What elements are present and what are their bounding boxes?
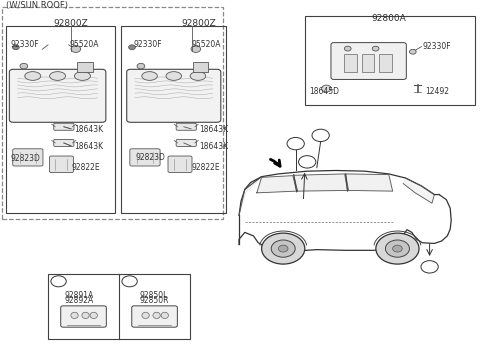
Text: 92330F: 92330F	[11, 40, 39, 49]
Text: (W/SUN ROOF): (W/SUN ROOF)	[6, 1, 68, 10]
Circle shape	[129, 45, 135, 50]
Circle shape	[191, 46, 201, 53]
FancyBboxPatch shape	[54, 123, 74, 130]
Text: 92800A: 92800A	[372, 14, 406, 23]
Circle shape	[20, 63, 28, 69]
Bar	[344, 54, 357, 72]
FancyBboxPatch shape	[132, 306, 177, 327]
Bar	[362, 54, 374, 72]
Bar	[121, 26, 226, 213]
Text: b: b	[293, 139, 298, 148]
Circle shape	[278, 245, 288, 252]
Circle shape	[12, 45, 19, 50]
Bar	[305, 16, 475, 105]
Ellipse shape	[190, 72, 206, 80]
Bar	[77, 62, 93, 72]
Circle shape	[71, 46, 81, 53]
Text: 18643K: 18643K	[199, 142, 228, 151]
Text: 92822E: 92822E	[192, 163, 221, 172]
Text: 18643K: 18643K	[74, 125, 104, 134]
Polygon shape	[294, 174, 348, 191]
Ellipse shape	[82, 312, 89, 319]
Circle shape	[409, 49, 416, 54]
Bar	[379, 54, 392, 72]
Text: 18643K: 18643K	[74, 142, 104, 151]
FancyBboxPatch shape	[12, 149, 43, 166]
Polygon shape	[239, 177, 262, 215]
Circle shape	[271, 240, 295, 257]
Bar	[48, 274, 190, 339]
Circle shape	[299, 156, 316, 168]
FancyBboxPatch shape	[127, 69, 221, 122]
Circle shape	[122, 276, 137, 287]
Circle shape	[287, 137, 304, 150]
Text: 18645D: 18645D	[310, 87, 340, 96]
Circle shape	[421, 261, 438, 273]
Text: 18643K: 18643K	[199, 125, 228, 134]
FancyBboxPatch shape	[130, 149, 160, 166]
FancyBboxPatch shape	[168, 156, 192, 173]
FancyBboxPatch shape	[9, 69, 106, 122]
Text: a: a	[305, 157, 310, 166]
Text: 92823D: 92823D	[135, 153, 165, 162]
Text: b: b	[127, 277, 132, 286]
Circle shape	[51, 276, 66, 287]
Ellipse shape	[153, 312, 160, 319]
Circle shape	[393, 245, 402, 252]
Polygon shape	[403, 178, 434, 203]
Ellipse shape	[90, 312, 97, 319]
Text: 92823D: 92823D	[11, 154, 40, 163]
Bar	[6, 26, 115, 213]
Ellipse shape	[166, 72, 181, 80]
Text: 95520A: 95520A	[192, 40, 221, 49]
Text: 92850L: 92850L	[139, 291, 168, 300]
Ellipse shape	[71, 312, 78, 319]
Circle shape	[376, 233, 419, 264]
Text: b: b	[318, 131, 323, 140]
Bar	[2, 7, 223, 219]
FancyBboxPatch shape	[331, 43, 406, 80]
Circle shape	[262, 233, 305, 264]
Text: 92891A: 92891A	[65, 291, 94, 300]
Text: 92330F: 92330F	[422, 42, 451, 51]
Ellipse shape	[142, 312, 149, 319]
Circle shape	[372, 46, 379, 51]
Ellipse shape	[74, 72, 90, 80]
FancyBboxPatch shape	[54, 139, 74, 146]
Bar	[193, 62, 208, 72]
Polygon shape	[346, 174, 393, 191]
Circle shape	[312, 129, 329, 142]
Ellipse shape	[161, 312, 168, 319]
Polygon shape	[257, 176, 297, 193]
Ellipse shape	[142, 72, 157, 80]
Text: 92800Z: 92800Z	[54, 19, 88, 28]
Text: a: a	[427, 262, 432, 271]
Text: 92892A: 92892A	[65, 296, 94, 305]
Text: 95520A: 95520A	[70, 40, 99, 49]
Text: 92330F: 92330F	[133, 40, 162, 49]
Text: 92822E: 92822E	[71, 163, 100, 172]
Text: 92800Z: 92800Z	[182, 19, 216, 28]
FancyBboxPatch shape	[176, 123, 196, 130]
Ellipse shape	[25, 72, 41, 80]
Circle shape	[137, 63, 145, 69]
Text: a: a	[56, 277, 61, 286]
Text: 92850R: 92850R	[139, 296, 168, 305]
FancyBboxPatch shape	[176, 139, 196, 146]
Circle shape	[322, 85, 331, 92]
Text: 12492: 12492	[425, 87, 449, 96]
Ellipse shape	[49, 72, 66, 80]
FancyBboxPatch shape	[49, 156, 73, 173]
Circle shape	[344, 46, 351, 51]
FancyBboxPatch shape	[60, 306, 106, 327]
Circle shape	[385, 240, 409, 257]
